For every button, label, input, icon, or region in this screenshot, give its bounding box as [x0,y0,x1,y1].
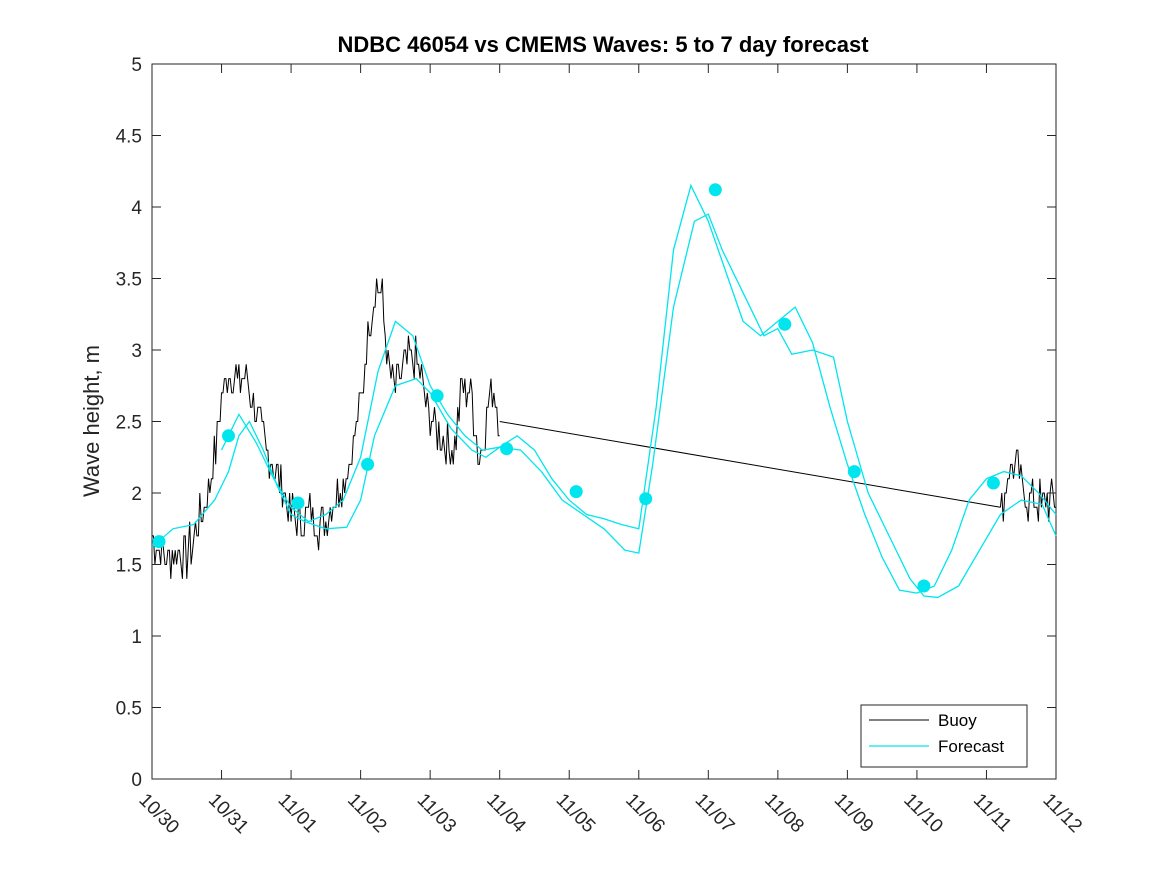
y-tick-label: 3.5 [116,270,142,291]
forecast-marker-12 [986,476,1000,490]
plot-area [151,63,1057,780]
legend-box [860,704,1028,768]
y-axis-label: Wave height, m [79,345,104,497]
forecast-marker-8 [708,183,722,197]
y-tick-label: 2.5 [116,413,142,434]
legend: Buoy Forecast [860,704,1028,768]
tick-layer [151,63,1057,780]
forecast-marker-4 [430,389,444,403]
axes-box [151,63,1057,780]
series-line-buoy-0 [152,278,500,579]
y-tick-label: 3 [131,341,142,362]
y-tick-label: 4.5 [116,127,142,148]
series-line-buoy-2 [999,449,1056,522]
series-line-forecast-3 [151,213,1057,599]
y-tick-labels: 0 0.5 1 1.5 2 2.5 3 3.5 4 4.5 5 [116,55,143,791]
y-tick-label: 0.5 [116,699,142,720]
forecast-marker-5 [500,442,514,456]
chart-title: NDBC 46054 vs CMEMS Waves: 5 to 7 day fo… [337,32,869,57]
series-line-buoy-1 [499,421,1001,508]
y-tick-label: 1 [131,627,142,648]
forecast-marker-3 [361,457,375,471]
forecast-marker-11 [917,579,931,593]
forecast-marker-10 [847,465,861,479]
legend-label-forecast: Forecast [938,737,1004,756]
y-tick-label: 4 [131,198,142,219]
forecast-marker-2 [291,496,305,510]
series-line-forecast-4 [220,183,1057,594]
y-tick-label: 0 [131,770,142,791]
y-tick-label: 2 [131,484,142,505]
forecast-marker-6 [569,485,583,499]
y-tick-label: 1.5 [116,556,142,577]
marker-layer [152,183,1000,593]
forecast-marker-7 [639,492,653,506]
forecast-marker-0 [152,535,166,549]
legend-label-buoy: Buoy [938,711,977,730]
series-layer [151,183,1057,599]
forecast-marker-9 [778,317,792,331]
y-tick-label: 5 [131,55,142,76]
forecast-marker-1 [222,429,235,443]
